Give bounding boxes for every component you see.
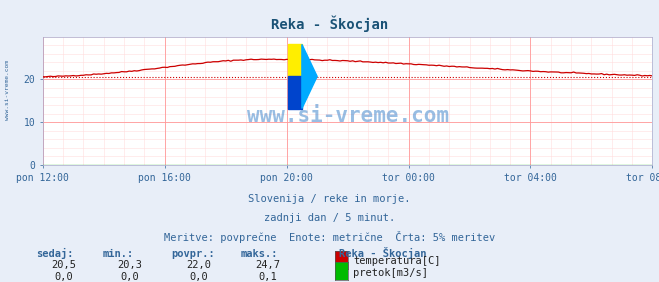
Text: Meritve: povprečne  Enote: metrične  Črta: 5% meritev: Meritve: povprečne Enote: metrične Črta:… (164, 231, 495, 243)
Bar (289, 76, 302, 109)
Bar (289, 44, 302, 76)
Text: Slovenija / reke in morje.: Slovenija / reke in morje. (248, 194, 411, 204)
Text: sedaj:: sedaj: (36, 248, 74, 259)
Text: maks.:: maks.: (241, 249, 278, 259)
Text: 20,3: 20,3 (117, 261, 142, 270)
Text: 0,0: 0,0 (190, 272, 208, 282)
Polygon shape (302, 44, 317, 109)
Text: www.si-vreme.com: www.si-vreme.com (246, 106, 449, 126)
Text: 0,1: 0,1 (259, 272, 277, 282)
Text: min.:: min.: (102, 249, 133, 259)
Text: 22,0: 22,0 (186, 261, 212, 270)
Text: www.si-vreme.com: www.si-vreme.com (5, 60, 11, 120)
Text: 0,0: 0,0 (121, 272, 139, 282)
Text: Reka - Škocjan: Reka - Škocjan (271, 16, 388, 32)
Text: povpr.:: povpr.: (171, 249, 215, 259)
Text: temperatura[C]: temperatura[C] (353, 256, 441, 266)
Text: Reka - Škocjan: Reka - Škocjan (339, 247, 427, 259)
Text: 20,5: 20,5 (51, 261, 76, 270)
Text: 24,7: 24,7 (256, 261, 281, 270)
Text: zadnji dan / 5 minut.: zadnji dan / 5 minut. (264, 213, 395, 223)
Text: pretok[m3/s]: pretok[m3/s] (353, 268, 428, 278)
Text: 0,0: 0,0 (55, 272, 73, 282)
